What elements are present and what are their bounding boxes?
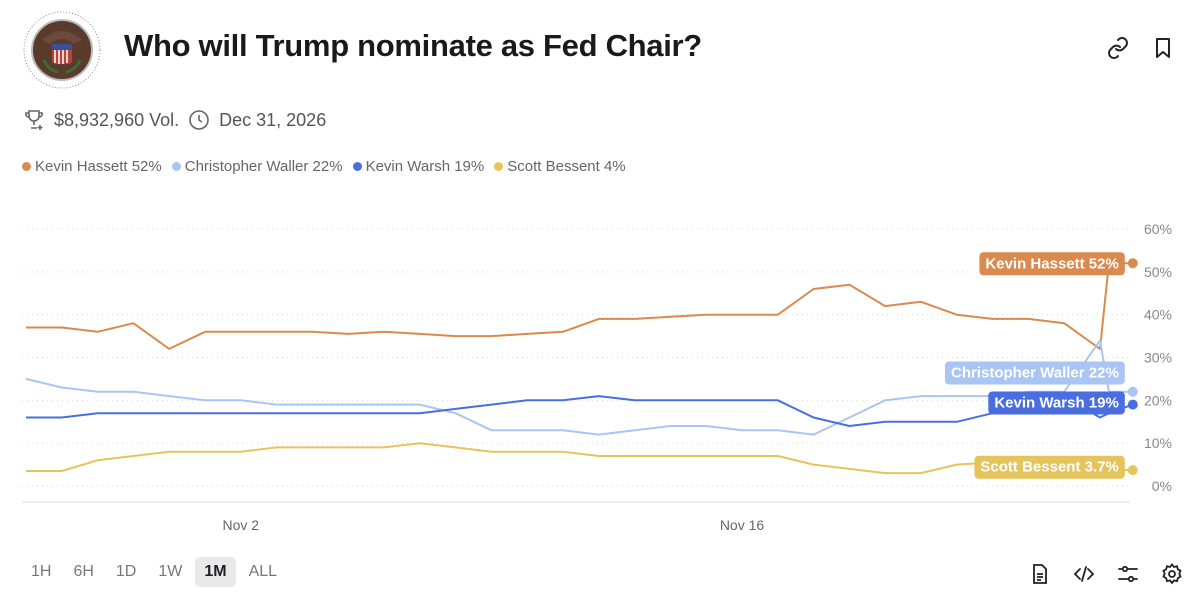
- series-line-kevin-warsh: [26, 395, 1134, 427]
- time-range-selector: 1H 6H 1D 1W 1M ALL: [22, 557, 286, 587]
- trophy-icon: [25, 110, 43, 130]
- bookmark-icon[interactable]: [1151, 36, 1175, 60]
- federal-reserve-seal-logo: [23, 11, 101, 89]
- range-1d[interactable]: 1D: [115, 563, 137, 580]
- legend-label: Kevin Warsh 19%: [365, 158, 485, 175]
- link-icon[interactable]: [1106, 36, 1130, 60]
- sliders-icon[interactable]: [1116, 562, 1140, 586]
- legend-label: Scott Bessent 4%: [507, 158, 626, 175]
- series-line-kevin-hassett: [26, 262, 1133, 350]
- x-tick-label: Nov 2: [223, 517, 260, 533]
- end-date-text: Dec 31, 2026: [219, 109, 327, 130]
- series-end-label-badge: [988, 391, 1125, 415]
- gear-icon[interactable]: [1160, 562, 1184, 586]
- page-title: Who will Trump nominate as Fed Chair?: [124, 28, 702, 63]
- x-tick-label: Nov 16: [720, 517, 765, 533]
- y-tick-label: 50%: [1144, 264, 1172, 280]
- series-line-scott-bessent: [26, 442, 1133, 475]
- y-tick-label: 40%: [1144, 307, 1172, 323]
- series-end-label-badge: [974, 455, 1125, 479]
- y-tick-label: 60%: [1144, 221, 1172, 237]
- legend-item: Kevin Hassett 52%: [22, 158, 162, 175]
- y-tick-label: 20%: [1144, 392, 1172, 408]
- chart-legend: Kevin Hassett 52% Christopher Waller 22%…: [22, 158, 626, 175]
- series-end-label: Scott Bessent 3.7%: [980, 459, 1118, 476]
- range-1w[interactable]: 1W: [158, 563, 183, 580]
- y-tick-label: 30%: [1144, 350, 1172, 366]
- series-end-label: Kevin Hassett 52%: [985, 255, 1118, 272]
- clock-icon: [189, 110, 209, 130]
- series-end-label-badge: [944, 361, 1125, 385]
- y-tick-label: 10%: [1144, 435, 1172, 451]
- legend-label: Christopher Waller 22%: [184, 158, 343, 175]
- code-icon[interactable]: [1072, 562, 1096, 586]
- y-tick-label: 0%: [1152, 478, 1172, 494]
- end-point-marker: [1127, 258, 1138, 269]
- range-1h[interactable]: 1H: [31, 563, 52, 580]
- end-point-marker: [1127, 386, 1138, 397]
- range-1m[interactable]: 1M: [195, 557, 236, 587]
- end-point-marker: [1127, 465, 1138, 476]
- series-line-christopher-waller: [25, 339, 1133, 436]
- range-6h[interactable]: 6H: [73, 563, 94, 580]
- end-point-marker: [1127, 399, 1138, 410]
- chart-tools: [1028, 562, 1184, 586]
- document-icon[interactable]: [1028, 562, 1052, 586]
- series-end-label-badge: [979, 252, 1125, 276]
- price-history-chart[interactable]: 0% 10% 20% 30% 40% 50% 60% Nov 2 Nov 16 Kevin Has…: [0, 210, 1200, 540]
- legend-dot: [352, 162, 362, 171]
- legend-item: Scott Bessent 4%: [494, 158, 626, 175]
- legend-dot: [494, 162, 504, 171]
- series-end-label: Christopher Waller 22%: [951, 364, 1119, 381]
- legend-label: Kevin Hassett 52%: [35, 158, 162, 175]
- legend-item: Kevin Warsh 19%: [352, 158, 485, 175]
- series-end-label: Kevin Warsh 19%: [994, 394, 1119, 411]
- market-meta: $8,932,960 Vol. Dec 31, 2026: [22, 108, 326, 132]
- volume-text: $8,932,960 Vol.: [54, 109, 180, 130]
- legend-dot: [22, 162, 31, 171]
- legend-dot: [171, 162, 181, 171]
- legend-item: Christopher Waller 22%: [171, 158, 343, 175]
- range-all[interactable]: ALL: [248, 563, 278, 580]
